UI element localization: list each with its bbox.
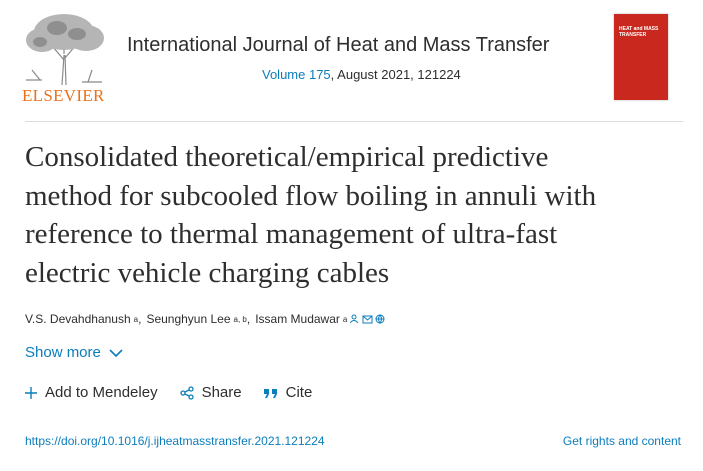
author-list: V.S. Devahdhanush a, Seunghyun Lee a, b, Iss… [25,312,386,326]
author-separator: , [246,312,251,326]
action-label: Cite [285,384,313,401]
cite-button[interactable]: Cite [263,384,313,401]
volume-link[interactable]: Volume 175 [262,67,331,82]
author-separator: , [138,312,142,326]
title-line: Consolidated theoretical/empirical predi… [25,141,549,173]
rights-link[interactable]: Get rights and content [562,434,681,448]
share-icon [179,385,194,400]
title-line: reference to thermal management of ultra… [25,218,558,250]
show-more-label: Show more [25,344,101,361]
affiliation-marker: a [342,314,348,324]
journal-cover[interactable]: HEAT and MASS TRANSFER [614,14,668,100]
action-label: Share [201,384,242,401]
quote-icon [263,388,277,398]
divider [25,121,683,122]
author-name[interactable]: Issam Mudawar [255,312,340,326]
title-line: method for subcooled flow boiling in ann… [25,179,597,212]
article-title: Consolidated theoretical/empirical predi… [25,138,596,292]
author-name[interactable]: Seunghyun Lee [146,312,231,326]
elsevier-tree-logo [26,14,104,86]
chevron-icon [109,348,123,357]
plus-icon [25,386,37,399]
journal-title[interactable]: International Journal of Heat and Mass T… [127,34,550,56]
share-button[interactable]: Share [179,384,242,401]
volume-info: Volume 175, August 2021, 121224 [262,67,461,82]
author-name[interactable]: V.S. Devahdhanush [25,312,131,326]
doi-link[interactable]: https://doi.org/10.1016/j.ijheatmasstran… [25,434,325,448]
show-more-button[interactable]: Show more [25,344,123,361]
author-icons[interactable] [350,314,386,324]
action-bar: Add to Mendeley Share Cite [25,384,312,401]
title-line: electric vehicle charging cables [25,256,390,289]
affiliation-marker: a [133,314,139,324]
publisher-logo-text: ELSEVIER [22,86,105,105]
affiliation-marker: a, b [233,314,247,324]
action-label: Add to Mendeley [45,384,158,401]
cover-title: HEAT and MASS TRANSFER [619,26,659,38]
issue-info: , August 2021, 121224 [330,67,461,82]
mendeley-button[interactable]: Add to Mendeley [25,384,158,401]
